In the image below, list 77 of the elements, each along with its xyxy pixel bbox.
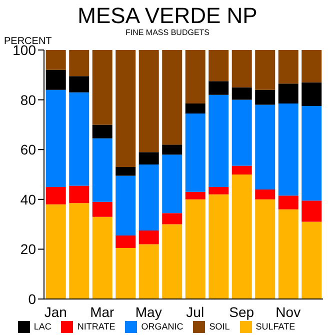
y-tick-label: 20 [20,241,36,258]
chart-subtitle: FINE MASS BUDGETS [125,28,210,37]
legend-label: SOIL [209,321,230,332]
bar [46,186,66,204]
bar [162,144,182,155]
bar [255,104,276,190]
bar [185,104,206,114]
y-tick-label: 40 [20,191,36,208]
bar [208,94,229,187]
bar [255,189,276,200]
bar [92,202,112,217]
bar [232,100,252,166]
x-tick-label: Jul [186,304,204,320]
bar [255,50,276,90]
chart-title: MESA VERDE NP [76,2,258,28]
bar [278,84,298,104]
x-tick-label: Sep [229,304,254,320]
legend-label: SULFATE [256,321,296,332]
bar [278,104,298,196]
bar [138,164,159,231]
legend-label: LAC [34,321,52,332]
bar [138,152,159,165]
bar [116,236,136,248]
bar [92,124,112,138]
bar [278,209,298,299]
bar [232,50,252,88]
bar [232,87,252,100]
bar [185,199,206,299]
bar [162,50,182,145]
bar [162,213,182,224]
bar [138,244,159,299]
bar [46,90,66,187]
bar [185,50,206,104]
x-tick-label: May [135,304,162,320]
bar [116,248,136,299]
bar [116,50,136,168]
bar [162,154,182,214]
bar [138,230,159,244]
x-tick-label: Jan [44,304,67,320]
bar [278,50,298,84]
bar [302,106,322,201]
bar [162,224,182,299]
bar [208,81,229,95]
x-tick-label: Nov [276,304,301,320]
bar [302,222,322,299]
bar [69,203,90,299]
bar [69,76,90,92]
bar [116,167,136,176]
bar [69,50,90,76]
x-tick-label: Mar [90,304,115,320]
bar [138,50,159,152]
bar [232,174,252,299]
bar [278,196,298,210]
legend-label: ORGANIC [141,321,184,332]
y-tick-label: 0 [28,290,36,307]
bar [302,200,322,222]
bar [116,176,136,236]
bar [302,82,322,106]
y-tick-label: 60 [20,142,36,158]
bar [92,50,112,125]
bar [255,199,276,299]
bar [232,166,252,174]
bar [208,50,229,82]
bar [46,50,66,70]
bar [185,192,206,200]
bar [92,138,112,202]
bar [92,216,112,299]
bar [69,186,90,204]
bar [69,92,90,186]
bar [255,90,276,105]
bar [208,186,229,194]
bar [185,113,206,192]
bar [46,204,66,299]
bar [302,50,322,82]
bar [208,194,229,299]
y-tick-label: 80 [20,92,36,108]
legend-label: NITRATE [77,321,116,332]
